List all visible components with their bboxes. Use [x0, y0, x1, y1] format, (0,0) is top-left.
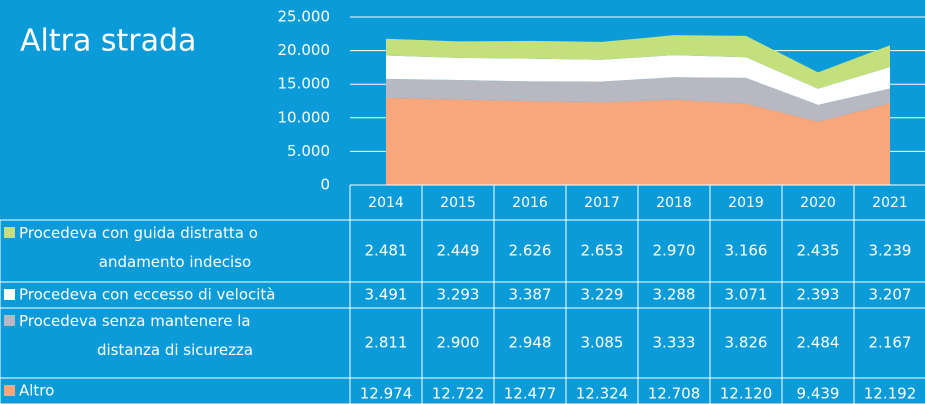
data-label: 3.333 — [653, 334, 696, 352]
y-tick-label: 10.000 — [278, 108, 331, 126]
legend-swatch — [4, 315, 15, 326]
data-label: 3.491 — [365, 286, 408, 304]
x-tick-label: 2014 — [368, 195, 404, 211]
data-label: 12.120 — [720, 385, 773, 403]
x-tick-label: 2018 — [656, 195, 692, 211]
legend-swatch — [4, 385, 15, 396]
data-label: 2.653 — [581, 242, 624, 260]
x-tick-label: 2017 — [584, 195, 620, 211]
data-label: 2.435 — [797, 242, 840, 260]
data-label: 2.970 — [653, 242, 696, 260]
data-label: 2.484 — [797, 334, 840, 352]
x-tick-label: 2016 — [512, 195, 548, 211]
data-label: 3.071 — [725, 286, 768, 304]
y-tick-label: 15.000 — [278, 75, 331, 93]
legend-label: Altro — [19, 382, 54, 400]
data-label: 2.481 — [365, 242, 408, 260]
data-label: 2.167 — [869, 334, 912, 352]
y-tick-label: 0 — [320, 176, 330, 194]
legend-swatch — [4, 289, 15, 300]
data-label: 3.239 — [869, 242, 912, 260]
data-label: 3.293 — [437, 286, 480, 304]
data-label: 3.387 — [509, 286, 552, 304]
x-tick-label: 2020 — [800, 195, 836, 211]
y-tick-label: 25.000 — [278, 8, 331, 26]
legend-label: Procedeva con eccesso di velocità — [19, 286, 275, 304]
y-tick-label: 5.000 — [287, 142, 330, 160]
x-tick-label: 2015 — [440, 195, 476, 211]
data-label: 12.722 — [432, 385, 485, 403]
data-label: 3.826 — [725, 334, 768, 352]
data-label: 12.974 — [360, 385, 413, 403]
y-tick-label: 20.000 — [278, 41, 331, 59]
data-label: 3.085 — [581, 334, 624, 352]
data-label: 2.626 — [509, 242, 552, 260]
data-label: 12.477 — [504, 385, 557, 403]
legend-line: distanza di sicurezza — [97, 341, 253, 359]
legend-swatch — [4, 227, 15, 238]
area — [386, 77, 890, 122]
legend-label: Procedeva con guida distratta o andamento… — [19, 224, 258, 271]
x-tick-label: 2019 — [728, 195, 764, 211]
data-label: 2.811 — [365, 334, 408, 352]
data-label: 12.708 — [648, 385, 701, 403]
data-label: 2.449 — [437, 242, 480, 260]
legend-line: andamento indeciso — [99, 253, 251, 271]
legend-label: Procedeva senza mantenere la distanza di … — [19, 312, 253, 359]
data-label: 2.948 — [509, 334, 552, 352]
data-label: 12.324 — [576, 385, 629, 403]
x-tick-label: 2021 — [872, 195, 908, 211]
legend-line: Procedeva con guida distratta o — [19, 224, 258, 242]
legend-line: Procedeva senza mantenere la — [19, 312, 251, 330]
data-label: 3.229 — [581, 286, 624, 304]
area — [386, 55, 890, 105]
data-label: 9.439 — [797, 385, 840, 403]
data-label: 3.288 — [653, 286, 696, 304]
data-label: 2.900 — [437, 334, 480, 352]
data-label: 3.166 — [725, 242, 768, 260]
chart-title: Altra strada — [20, 24, 196, 59]
area — [386, 97, 890, 185]
area — [386, 35, 890, 89]
data-label: 12.192 — [864, 385, 917, 403]
data-label: 2.393 — [797, 286, 840, 304]
data-label: 3.207 — [869, 286, 912, 304]
